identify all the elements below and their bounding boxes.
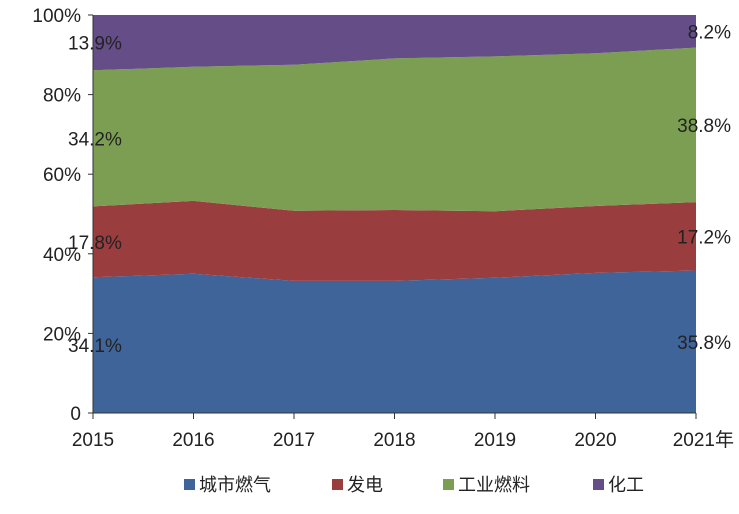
legend: 城市燃气 发电 工业燃料 化工	[184, 475, 644, 495]
x-tick-label: 2021年	[673, 429, 734, 451]
x-tick-label: 2020	[574, 430, 616, 451]
legend-label-3: 工业燃料	[458, 475, 530, 495]
data-label-last-4: 8.2%	[688, 22, 731, 43]
y-tick-label: 20%	[43, 324, 81, 345]
x-tick-label: 2016	[172, 430, 214, 451]
data-label-first-1: 34.1%	[68, 336, 122, 357]
data-label-last-1: 35.8%	[677, 333, 731, 354]
y-tick-label: 40%	[43, 245, 81, 266]
y-tick-label: 80%	[43, 86, 81, 107]
area-series-3	[93, 47, 696, 212]
legend-swatch-2	[332, 479, 343, 490]
y-tick-label: 100%	[32, 6, 81, 27]
legend-swatch-3	[443, 479, 454, 490]
x-tick-label: 2015	[72, 430, 114, 451]
data-labels-group: 34.1% 35.8% 17.8% 17.2% 34.2% 38.8% 13.9% 8.2%	[68, 22, 731, 357]
data-label-first-3: 34.2%	[68, 129, 122, 150]
y-tick-label: 0	[70, 404, 81, 425]
legend-swatch-4	[593, 479, 604, 490]
area-series-4	[93, 15, 696, 71]
legend-label-1: 城市燃气	[199, 475, 271, 495]
x-tick-label: 2018	[373, 430, 415, 451]
x-tick-label: 2017	[273, 430, 315, 451]
data-label-last-2: 17.2%	[677, 227, 731, 248]
y-tick-label: 60%	[43, 165, 81, 186]
x-tick-label: 2019	[474, 430, 516, 451]
data-label-first-4: 13.9%	[68, 34, 122, 55]
legend-label-2: 发电	[347, 475, 383, 495]
data-label-first-2: 17.8%	[68, 233, 122, 254]
legend-swatch-1	[184, 479, 195, 490]
area-series-group	[93, 15, 696, 413]
legend-label-4: 化工	[608, 475, 644, 495]
data-label-last-3: 38.8%	[677, 116, 731, 137]
area-series-1	[93, 270, 696, 413]
axes-group: 0 20% 40% 60% 80% 100% 2015 2016 2017 2018 2019 202…	[32, 6, 734, 451]
area-series-2	[93, 200, 696, 281]
